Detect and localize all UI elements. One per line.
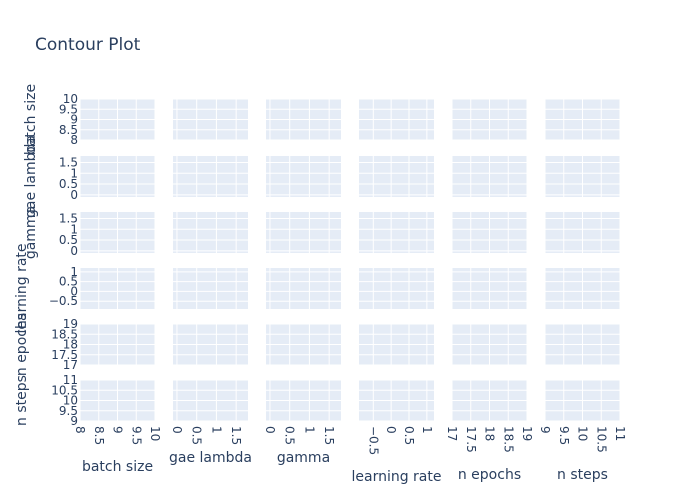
- y-axis-title: n epochs: [14, 313, 30, 376]
- panel-learning-rate-vs-gamma: [266, 268, 341, 309]
- y-tick-label: 9: [70, 113, 78, 127]
- x-tick-label: 9.5: [557, 426, 571, 445]
- y-axis-title: batch size: [23, 84, 39, 155]
- x-axis-title: n steps: [557, 467, 608, 483]
- panel-learning-rate-vs-gae-lambda: [173, 268, 248, 309]
- x-tick-label: 9: [111, 426, 125, 434]
- x-axis-title: n epochs: [458, 467, 521, 483]
- x-tick-label: 9: [538, 426, 552, 434]
- x-tick-label: 1.5: [322, 426, 336, 445]
- y-tick-label: 9.5: [59, 404, 78, 418]
- y-tick-label: 18.5: [51, 327, 78, 341]
- y-axis-title: learning rate: [14, 243, 30, 333]
- y-tick-label: 11: [63, 373, 78, 387]
- y-axis-title: gamma: [23, 206, 39, 259]
- y-tick-label: 17.5: [51, 348, 78, 362]
- x-tick-label: 11: [613, 426, 627, 441]
- y-tick-label: 10: [63, 92, 78, 106]
- y-tick-label: 1: [70, 166, 78, 180]
- x-axis-title: learning rate: [351, 469, 441, 485]
- y-tick-label: 0: [70, 284, 78, 298]
- y-tick-label: 10.5: [51, 383, 78, 397]
- y-tick-label: 0: [70, 244, 78, 258]
- x-tick-label: 1: [302, 426, 316, 434]
- x-axis-title: gae lambda: [169, 450, 252, 466]
- y-axis-title: gae lambda: [23, 135, 39, 218]
- x-tick-label: 0.5: [402, 426, 416, 445]
- y-tick-label: 8: [70, 133, 78, 147]
- x-tick-label: 1: [209, 426, 223, 434]
- y-tick-label: 0.5: [59, 275, 78, 289]
- y-tick-label: 1: [70, 265, 78, 279]
- y-tick-label: 0.5: [59, 177, 78, 191]
- x-tick-label: −0.5: [366, 426, 380, 455]
- y-tick-label: 19: [63, 317, 78, 331]
- x-tick-label: 0.5: [190, 426, 204, 445]
- x-tick-label: 0: [263, 426, 277, 434]
- x-tick-label: 10: [148, 426, 162, 441]
- x-tick-label: 10.5: [594, 426, 608, 453]
- x-tick-label: 19: [520, 426, 534, 441]
- x-tick-label: 17: [445, 426, 459, 441]
- y-tick-label: 9.5: [59, 102, 78, 116]
- y-tick-label: 0.5: [59, 233, 78, 247]
- x-tick-label: 0.5: [283, 426, 297, 445]
- x-tick-label: 1.5: [229, 426, 243, 445]
- x-tick-label: 0: [170, 426, 184, 434]
- y-tick-label: 10: [63, 394, 78, 408]
- y-tick-label: 9: [70, 414, 78, 428]
- chart-title: Contour Plot: [35, 35, 141, 55]
- y-tick-label: 8.5: [59, 123, 78, 137]
- x-tick-label: 1: [420, 426, 434, 434]
- y-tick-label: 17: [63, 358, 78, 372]
- x-axis-title: batch size: [82, 459, 153, 475]
- panel-learning-rate-vs-learning-rate: [359, 268, 434, 309]
- x-tick-label: 17.5: [464, 426, 478, 453]
- y-tick-label: 1: [70, 222, 78, 236]
- x-tick-label: 8.5: [92, 426, 106, 445]
- y-tick-label: 1.5: [59, 155, 78, 169]
- y-tick-label: 0: [70, 188, 78, 202]
- x-tick-label: 8: [73, 426, 87, 434]
- x-axis-title: gamma: [277, 450, 330, 466]
- y-axis-title: n steps: [14, 375, 30, 426]
- y-tick-label: 1.5: [59, 211, 78, 225]
- y-tick-label: −0.5: [49, 294, 78, 308]
- x-tick-label: 18.5: [501, 426, 515, 453]
- x-tick-label: 9.5: [129, 426, 143, 445]
- x-tick-label: 10: [576, 426, 590, 441]
- x-tick-label: 0: [384, 426, 398, 434]
- x-tick-label: 18: [483, 426, 497, 441]
- y-tick-label: 18: [63, 338, 78, 352]
